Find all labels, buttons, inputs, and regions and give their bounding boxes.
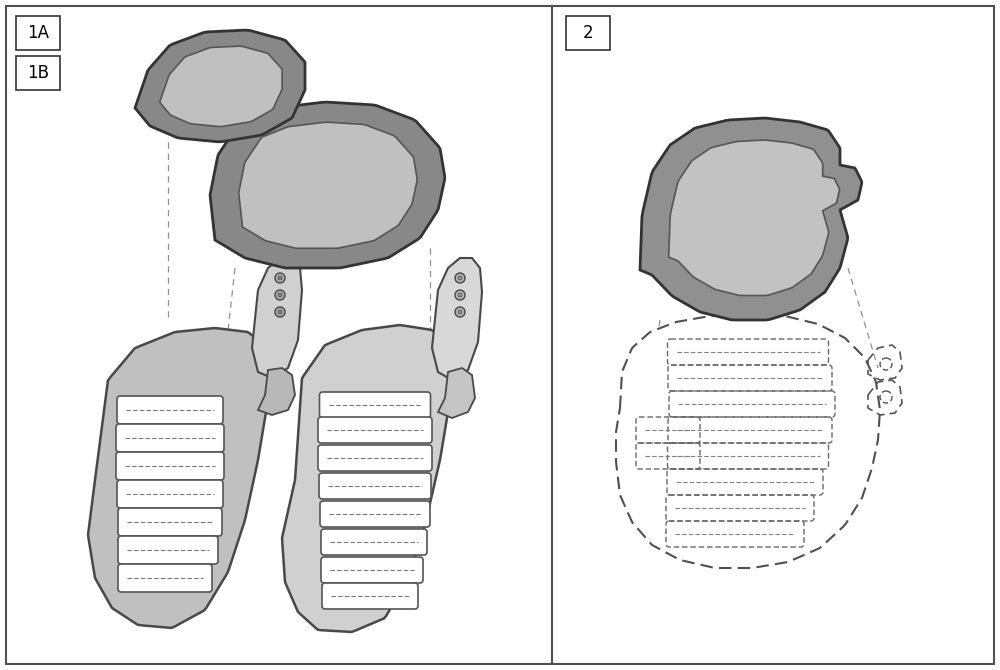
Polygon shape: [239, 122, 417, 249]
FancyBboxPatch shape: [319, 473, 431, 499]
FancyBboxPatch shape: [321, 529, 427, 555]
Text: 1A: 1A: [27, 24, 49, 42]
Polygon shape: [210, 102, 445, 268]
Polygon shape: [252, 258, 302, 378]
Circle shape: [278, 310, 282, 314]
Circle shape: [458, 293, 462, 297]
FancyBboxPatch shape: [320, 501, 430, 527]
FancyBboxPatch shape: [322, 583, 418, 609]
FancyBboxPatch shape: [116, 452, 224, 480]
Polygon shape: [616, 314, 880, 568]
FancyBboxPatch shape: [318, 445, 432, 471]
Bar: [566, 16, 610, 50]
Text: 2: 2: [583, 24, 593, 42]
Circle shape: [458, 276, 462, 280]
Circle shape: [455, 290, 465, 300]
Circle shape: [275, 273, 285, 283]
Polygon shape: [438, 368, 475, 418]
Circle shape: [278, 293, 282, 297]
Polygon shape: [282, 325, 455, 632]
FancyBboxPatch shape: [318, 417, 432, 443]
Bar: [16, 16, 60, 50]
FancyBboxPatch shape: [320, 392, 430, 418]
Polygon shape: [160, 46, 282, 127]
FancyBboxPatch shape: [321, 557, 423, 583]
Polygon shape: [432, 258, 482, 380]
Text: 1B: 1B: [27, 64, 49, 82]
Polygon shape: [669, 140, 839, 295]
Polygon shape: [135, 30, 305, 142]
Circle shape: [275, 290, 285, 300]
Polygon shape: [88, 328, 272, 628]
Circle shape: [455, 273, 465, 283]
Circle shape: [458, 310, 462, 314]
FancyBboxPatch shape: [118, 508, 222, 536]
Polygon shape: [258, 368, 295, 415]
Circle shape: [278, 276, 282, 280]
Circle shape: [455, 307, 465, 317]
FancyBboxPatch shape: [118, 536, 218, 564]
Circle shape: [275, 307, 285, 317]
FancyBboxPatch shape: [118, 564, 212, 592]
Polygon shape: [640, 118, 862, 320]
FancyBboxPatch shape: [117, 480, 223, 508]
FancyBboxPatch shape: [116, 424, 224, 452]
Bar: [16, 56, 60, 90]
FancyBboxPatch shape: [117, 396, 223, 424]
